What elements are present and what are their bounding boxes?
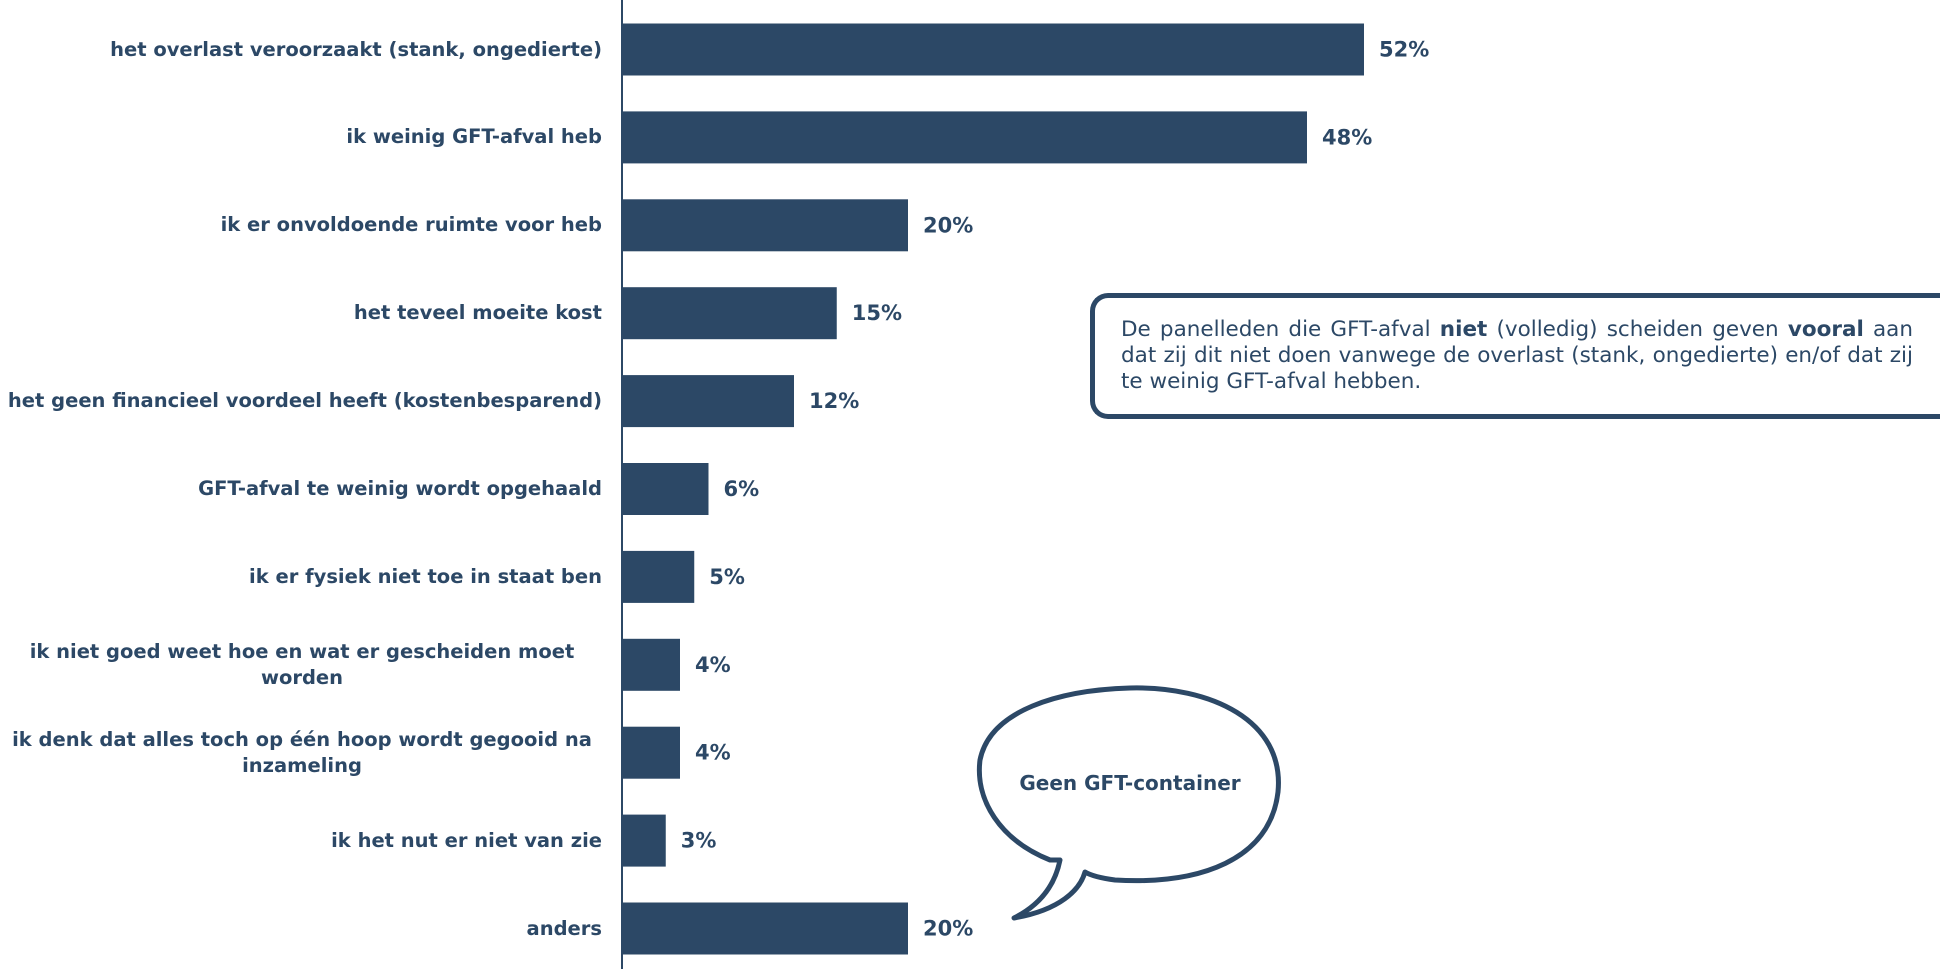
value-label: 48%: [1322, 125, 1372, 149]
bar: [623, 23, 1364, 76]
bar: [623, 111, 1307, 164]
value-label: 4%: [695, 653, 731, 677]
category-label: ik niet goed weet hoe en wat er gescheid…: [29, 639, 575, 689]
annotation-part: aan dat zij dit niet doen vanwege de ove…: [1121, 317, 1913, 394]
category-label: GFT-afval te weinig wordt opgehaald: [198, 477, 602, 500]
category-label: ik denk dat alles toch op één hoop wordt…: [12, 727, 592, 777]
category-label-box: anders: [527, 916, 602, 942]
category-label: anders: [526, 916, 602, 940]
value-label: 3%: [681, 829, 717, 853]
category-label-box: ik weinig GFT-afval heb: [346, 124, 602, 150]
category-label-box: het teveel moeite kost: [354, 300, 602, 326]
category-label-box: ik er onvoldoende ruimte voor heb: [221, 212, 602, 238]
bar: [623, 375, 794, 428]
category-label-box: ik het nut er niet van zie: [331, 828, 602, 854]
category-label: het teveel moeite kost: [353, 301, 602, 325]
value-label: 6%: [724, 477, 760, 501]
category-label: ik weinig GFT-afval heb: [346, 125, 602, 149]
bar: [623, 726, 680, 779]
bar: [623, 550, 695, 603]
category-label-box: ik denk dat alles toch op één hoop wordt…: [2, 727, 602, 779]
annotation-part: (volledig) scheiden geven: [1487, 317, 1788, 342]
annotation-part: De panelleden die GFT-afval: [1121, 317, 1440, 342]
annotation-text: De panelleden die GFT-afval niet (volled…: [1121, 317, 1913, 395]
value-label: 20%: [923, 213, 973, 237]
category-label-box: het overlast veroorzaakt (stank, ongedie…: [110, 37, 602, 63]
bar: [623, 287, 837, 340]
category-label-box: GFT-afval te weinig wordt opgehaald: [198, 476, 602, 502]
bubble-text: Geen GFT-container: [1019, 771, 1241, 795]
value-label: 52%: [1379, 38, 1429, 62]
bar: [623, 814, 666, 867]
annotation-bold: vooral: [1787, 317, 1864, 342]
bar: [623, 638, 680, 691]
category-label: ik er onvoldoende ruimte voor heb: [220, 213, 602, 237]
bar: [623, 463, 709, 515]
category-label-box: ik niet goed weet hoe en wat er gescheid…: [2, 639, 602, 691]
bar: [623, 199, 908, 252]
bar: [623, 902, 908, 955]
speech-bubble: [976, 685, 1281, 921]
category-label-box: het geen financieel voordeel heeft (kost…: [8, 388, 602, 414]
value-label: 5%: [709, 565, 745, 589]
annotation-box: De panelleden die GFT-afval niet (volled…: [1090, 293, 1940, 419]
category-label-box: ik er fysiek niet toe in staat ben: [249, 564, 602, 590]
value-label: 12%: [809, 389, 859, 413]
category-label: ik het nut er niet van zie: [331, 828, 602, 852]
annotation-bold: niet: [1439, 317, 1488, 342]
value-label: 20%: [923, 917, 973, 941]
category-label: ik er fysiek niet toe in staat ben: [249, 564, 602, 588]
category-label: het overlast veroorzaakt (stank, ongedie…: [110, 37, 602, 61]
value-label: 15%: [852, 301, 902, 325]
value-label: 4%: [695, 741, 731, 765]
category-label: het geen financieel voordeel heeft (kost…: [7, 389, 602, 413]
